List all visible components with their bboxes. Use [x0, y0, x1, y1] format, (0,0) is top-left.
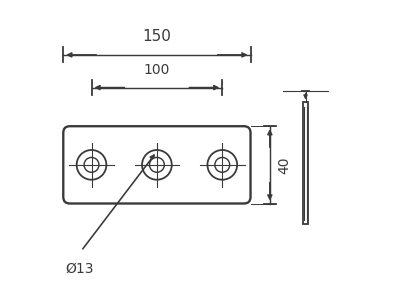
- FancyBboxPatch shape: [63, 126, 250, 203]
- Circle shape: [84, 158, 99, 172]
- Circle shape: [142, 150, 172, 180]
- Bar: [303, 102, 308, 224]
- Text: 40: 40: [277, 156, 291, 174]
- Circle shape: [77, 150, 106, 180]
- Circle shape: [150, 158, 164, 172]
- Text: 100: 100: [144, 63, 170, 77]
- Circle shape: [215, 158, 230, 172]
- Text: 150: 150: [142, 29, 171, 44]
- Text: Ø13: Ø13: [65, 262, 94, 275]
- Circle shape: [208, 150, 237, 180]
